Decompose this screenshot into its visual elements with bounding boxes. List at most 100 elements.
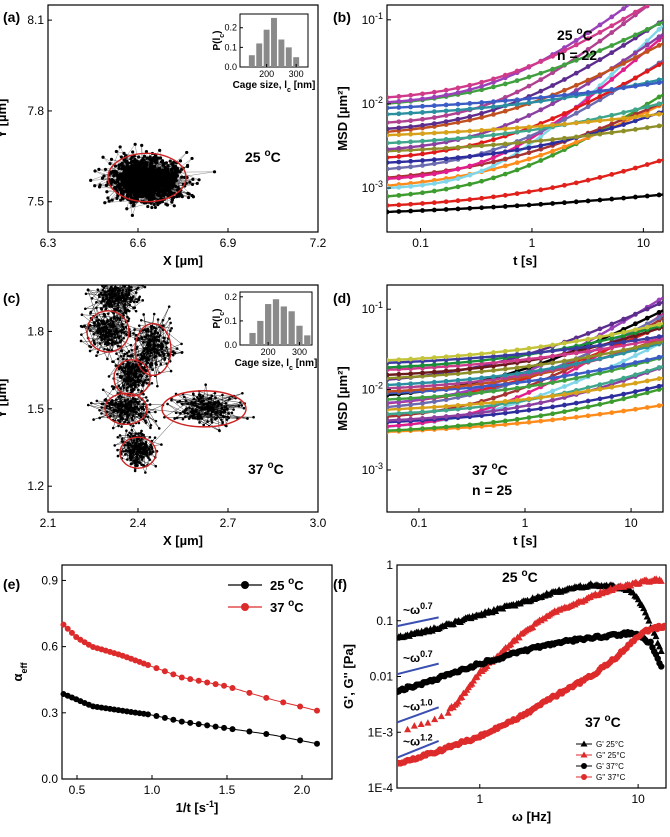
msd-series-marker <box>396 371 402 377</box>
msd-series-marker <box>621 110 626 115</box>
msd-series-marker <box>621 85 626 91</box>
msd-series-marker <box>573 42 579 48</box>
power-law-guide-line <box>396 616 439 628</box>
msd-series-marker <box>479 159 485 165</box>
msd-series-marker <box>644 5 650 8</box>
msd-series-marker <box>479 87 485 93</box>
msd-series-marker <box>644 42 650 48</box>
msd-series-marker <box>479 100 485 105</box>
msd-series-marker <box>621 122 626 127</box>
msd-series-marker <box>609 172 615 177</box>
msd-series-marker <box>396 175 402 181</box>
msd-series-marker <box>396 427 402 433</box>
msd-series-marker <box>455 392 461 398</box>
msd-series-marker <box>491 388 496 394</box>
msd-series-marker <box>514 397 520 403</box>
msd-series-marker <box>526 128 532 133</box>
msd-series-marker <box>585 30 591 36</box>
msd-series-marker <box>431 130 437 136</box>
msd-series-marker <box>621 375 626 381</box>
msd-series-marker <box>526 363 532 369</box>
alpha-series-marker <box>153 665 160 672</box>
trajectory-point <box>109 157 114 161</box>
x-tick-label: 1.5 <box>219 783 236 797</box>
msd-series-marker <box>420 190 425 196</box>
x-tick-label: 10 <box>637 236 651 250</box>
annotation-temperature: 37 oC <box>248 460 284 477</box>
y-axis-label: MSD [µm²] <box>335 366 350 431</box>
msd-series-marker <box>621 6 626 12</box>
inset-x-axis-label: Cage size, lc [nm] <box>233 80 316 94</box>
modulus-marker <box>431 715 439 723</box>
msd-series-marker <box>396 357 402 363</box>
msd-series-marker <box>479 178 485 184</box>
msd-series-marker <box>538 406 544 412</box>
msd-series-marker <box>408 174 414 180</box>
panel-label-d: (d) <box>333 290 351 306</box>
y-axis-label: MSD [µm²] <box>335 86 350 151</box>
msd-series-marker <box>550 101 555 107</box>
msd-series-marker <box>396 396 402 402</box>
annotation-temperature: 25 oC <box>245 148 281 165</box>
msd-series-marker <box>633 360 638 366</box>
inset-y-tick-label: 0.0 <box>224 340 237 350</box>
msd-series-marker <box>491 142 496 148</box>
msd-series-marker <box>609 350 615 355</box>
alpha-series-marker <box>280 699 287 706</box>
msd-series-marker <box>573 390 579 396</box>
msd-series-marker <box>387 357 390 363</box>
x-axis-label: 1/t [s-1] <box>176 799 219 815</box>
trajectory-point <box>93 169 97 173</box>
msd-series-marker <box>585 119 591 125</box>
msd-series-marker <box>644 315 650 321</box>
msd-series-marker <box>502 103 508 108</box>
msd-series-marker <box>585 331 591 336</box>
msd-series-marker <box>538 418 544 424</box>
msd-series-marker <box>621 37 626 43</box>
histogram-bar <box>285 47 292 67</box>
msd-series-marker <box>408 124 414 130</box>
msd-series-marker <box>443 354 449 360</box>
trajectory-path <box>90 143 215 217</box>
msd-series-marker <box>514 97 520 103</box>
inset-x-tick-label: 300 <box>289 69 304 79</box>
msd-series-marker <box>408 92 414 98</box>
alpha-series-marker <box>212 681 219 688</box>
msd-series-marker <box>657 0 662 1</box>
msd-series-marker <box>526 415 532 420</box>
msd-series-marker <box>431 425 437 431</box>
msd-series-marker <box>633 9 638 15</box>
msd-series-marker <box>443 368 449 374</box>
msd-series-marker <box>387 382 390 388</box>
msd-series-marker <box>562 77 567 82</box>
inset-y-tick-label: 0.1 <box>224 316 237 326</box>
msd-series-marker <box>396 125 402 131</box>
msd-series-marker <box>597 396 603 402</box>
msd-series-marker <box>491 395 496 401</box>
power-law-guide-label: ~ω1.2 <box>403 733 433 749</box>
msd-series-marker <box>420 409 425 415</box>
msd-series-marker <box>526 378 532 384</box>
msd-series-marker <box>550 360 555 366</box>
series-layer <box>387 0 663 215</box>
msd-series-marker <box>573 406 579 412</box>
msd-series-marker <box>491 137 496 143</box>
msd-series-marker <box>573 338 579 344</box>
msd-series-marker <box>573 120 579 126</box>
msd-series-marker <box>609 384 615 390</box>
msd-series-marker <box>573 361 579 367</box>
msd-series-marker <box>514 147 520 153</box>
msd-series-marker <box>585 47 591 52</box>
msd-series-marker <box>656 403 662 409</box>
msd-series-marker <box>562 392 567 397</box>
msd-series-marker <box>633 389 638 394</box>
alpha-series-marker <box>170 671 177 678</box>
msd-series-marker <box>573 105 579 111</box>
msd-series-marker <box>396 165 402 171</box>
msd-series-marker <box>609 87 615 92</box>
msd-series-marker <box>609 379 615 384</box>
msd-series-marker <box>585 133 591 138</box>
msd-series-marker <box>467 144 473 149</box>
msd-series-marker <box>562 135 567 141</box>
